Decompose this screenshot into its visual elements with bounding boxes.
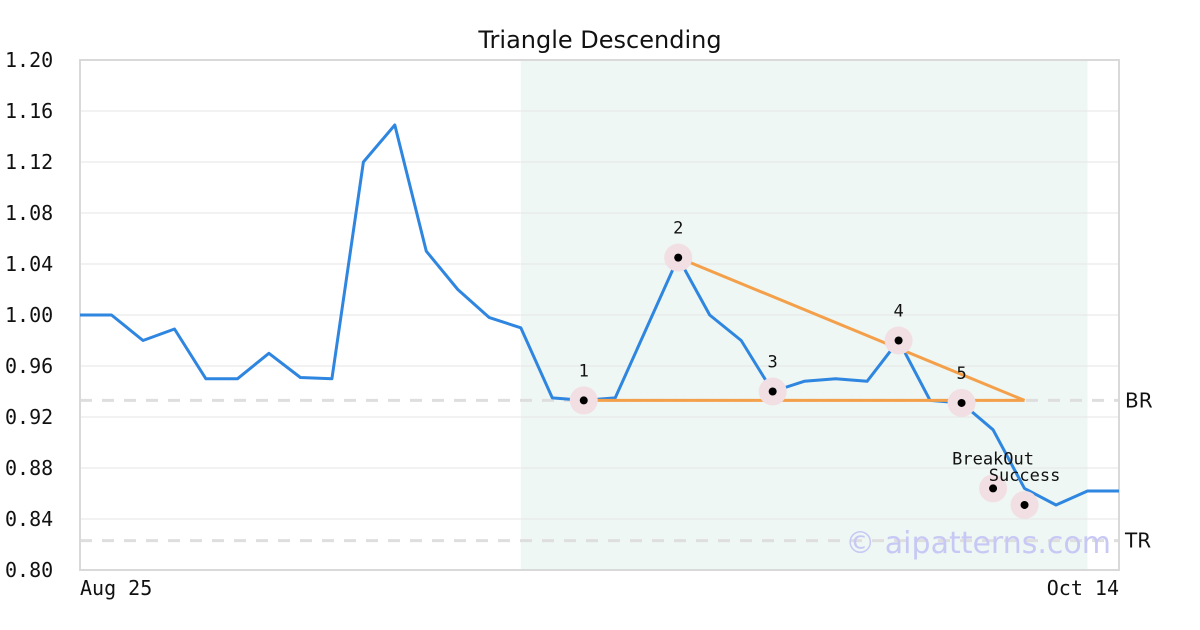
- point-label: BreakOut: [952, 449, 1034, 469]
- y-tick-label: 0.92: [5, 405, 53, 429]
- point-marker: [989, 484, 998, 493]
- watermark: © aipatterns.com: [845, 526, 1111, 561]
- point-marker: [579, 396, 588, 405]
- point-marker: [1020, 500, 1029, 509]
- point-label: Success: [989, 466, 1061, 486]
- point-label: 5: [956, 364, 966, 384]
- reference-label-tr: TR: [1124, 529, 1151, 553]
- x-tick-label: Aug 25: [80, 576, 152, 600]
- y-tick-label: 1.00: [5, 303, 53, 327]
- y-tick-label: 0.80: [5, 558, 53, 582]
- point-marker: [894, 336, 903, 345]
- reference-label-br: BR: [1125, 388, 1153, 412]
- point-label: 2: [673, 219, 683, 239]
- y-axis-ticks: 0.80 0.84 0.88 0.92 0.96 1.00 1.04 1.08 1.12 1.16…: [5, 48, 53, 582]
- y-tick-label: 1.20: [5, 48, 53, 72]
- y-tick-label: 1.08: [5, 201, 53, 225]
- y-tick-label: 0.88: [5, 456, 53, 480]
- y-tick-label: 0.96: [5, 354, 53, 378]
- pattern-line: [677, 256, 1026, 402]
- point-marker: [674, 253, 683, 262]
- point-label: 4: [893, 302, 903, 322]
- y-tick-label: 1.12: [5, 150, 53, 174]
- point-label: 1: [579, 361, 589, 381]
- point-label: 3: [768, 353, 778, 373]
- point-marker: [768, 387, 777, 396]
- y-tick-label: 0.84: [5, 507, 53, 531]
- x-tick-label: Oct 14: [1047, 576, 1119, 600]
- chart-title: Triangle Descending: [477, 26, 721, 54]
- y-tick-label: 1.16: [5, 99, 53, 123]
- point-marker: [957, 398, 966, 407]
- x-axis-ticks: Aug 25 Oct 14: [80, 576, 1119, 600]
- y-tick-label: 1.04: [5, 252, 53, 276]
